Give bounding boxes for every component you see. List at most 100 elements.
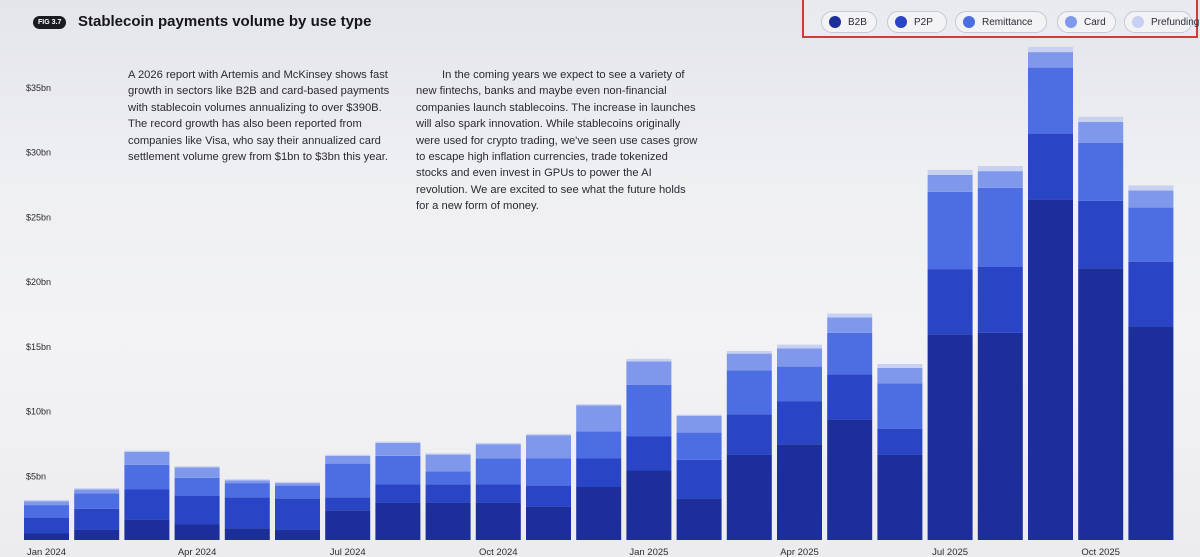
bar-segment-p2p xyxy=(1028,133,1073,200)
bar-segment-prefunding xyxy=(576,404,622,406)
bar-segment-p2p xyxy=(74,508,120,530)
bar-segment-prefunding xyxy=(726,351,772,354)
bar-segment-b2b xyxy=(676,498,722,540)
bar-segment-b2b xyxy=(626,470,672,540)
description-left: A 2026 report with Artemis and McKinsey … xyxy=(128,69,390,164)
bar-segment-card xyxy=(425,454,471,472)
bar-segment-p2p xyxy=(24,518,69,534)
bar-segment-prefunding xyxy=(124,450,170,452)
bar-segment-b2b xyxy=(977,332,1023,540)
x-tick-label: Oct 2025 xyxy=(1081,547,1120,557)
bar-segment-card xyxy=(325,455,371,464)
bar-segment-remittance xyxy=(1128,207,1174,262)
bar-segment-remittance xyxy=(475,458,521,485)
bar-segment-b2b xyxy=(124,519,170,540)
bar-segment-card xyxy=(1078,121,1124,143)
bar-segment-prefunding xyxy=(977,166,1023,172)
bar-segment-remittance xyxy=(977,188,1023,267)
bar-segment-card xyxy=(526,435,571,459)
x-tick-label: Oct 2024 xyxy=(479,547,518,557)
legend-item-remittance[interactable]: Remittance xyxy=(955,11,1047,33)
bar-segment-p2p xyxy=(475,484,521,503)
bar-segment-card xyxy=(927,175,973,192)
bar-segment-p2p xyxy=(124,489,170,520)
bar-segment-p2p xyxy=(726,414,772,455)
bar-segment-remittance xyxy=(425,471,471,485)
bar-segment-card xyxy=(375,442,421,456)
bar-segment-remittance xyxy=(325,463,371,498)
bar-segment-remittance xyxy=(526,458,571,486)
bar-segment-b2b xyxy=(375,502,421,540)
legend-label: Card xyxy=(1084,16,1106,28)
x-tick-label: Jul 2025 xyxy=(932,547,968,557)
legend-label: Prefunding xyxy=(1151,16,1200,28)
bar-segment-remittance xyxy=(676,432,722,460)
bar-segment-prefunding xyxy=(325,454,371,456)
bar-segment-card xyxy=(24,501,69,506)
bar-segment-remittance xyxy=(927,191,973,270)
bar-segment-b2b xyxy=(174,524,220,540)
y-tick-label: $5bn xyxy=(26,471,46,481)
bar-segment-card xyxy=(726,353,772,371)
bar-segment-p2p xyxy=(224,497,270,529)
bar-segment-prefunding xyxy=(777,344,822,349)
y-tick-label: $25bn xyxy=(26,212,51,222)
legend-swatch xyxy=(895,16,907,28)
x-tick-label: Apr 2024 xyxy=(178,547,217,557)
legend-swatch xyxy=(1132,16,1144,28)
legend-swatch xyxy=(1065,16,1077,28)
bar-segment-p2p xyxy=(827,374,873,420)
bar-segment-card xyxy=(224,480,270,484)
bar-segment-b2b xyxy=(74,529,120,540)
bar-segment-remittance xyxy=(827,332,873,375)
legend-item-p2p[interactable]: P2P xyxy=(887,11,947,33)
bar-segment-prefunding xyxy=(74,488,120,490)
bar-segment-b2b xyxy=(425,502,471,540)
bar-segment-remittance xyxy=(877,383,923,429)
bar-segment-remittance xyxy=(224,483,270,498)
legend-item-prefunding[interactable]: Prefunding xyxy=(1124,11,1199,33)
bar-segment-prefunding xyxy=(475,442,521,445)
bar-segment-b2b xyxy=(1128,326,1174,540)
bar-segment-prefunding xyxy=(676,414,722,416)
bar-segment-card xyxy=(275,483,320,486)
x-tick-label: Apr 2025 xyxy=(780,547,819,557)
bar-segment-card xyxy=(676,415,722,433)
bar-segment-p2p xyxy=(174,496,220,525)
legend: B2B P2P Remittance Card Prefunding xyxy=(802,0,1199,38)
bar-segment-p2p xyxy=(676,459,722,499)
legend-item-b2b[interactable]: B2B xyxy=(821,11,877,33)
bar-segment-b2b xyxy=(927,334,973,540)
bar-segment-card xyxy=(1128,190,1174,208)
bar-segment-prefunding xyxy=(425,453,471,455)
bar-segment-prefunding xyxy=(827,313,873,318)
bar-segment-card xyxy=(827,317,873,333)
figure-badge: FIG 3.7 xyxy=(33,16,67,29)
bar-segment-b2b xyxy=(24,533,69,540)
legend-item-card[interactable]: Card xyxy=(1057,11,1116,33)
bar-segment-remittance xyxy=(576,431,622,459)
y-tick-label: $30bn xyxy=(26,148,51,158)
legend-label: B2B xyxy=(848,16,867,28)
bar-segment-remittance xyxy=(726,370,772,415)
bar-segment-card xyxy=(74,489,120,494)
bar-segment-p2p xyxy=(1128,261,1174,327)
x-tick-label: Jan 2025 xyxy=(629,547,668,557)
bar-segment-b2b xyxy=(325,510,371,540)
bar-segment-prefunding xyxy=(626,358,672,362)
bar-segment-card xyxy=(626,361,672,385)
bar-segment-prefunding xyxy=(1028,46,1073,53)
bar-segment-card xyxy=(1028,52,1073,68)
bar-segment-p2p xyxy=(777,401,822,445)
bar-segment-b2b xyxy=(224,528,270,540)
bar-segment-remittance xyxy=(375,455,421,485)
chart-title: Stablecoin payments volume by use type xyxy=(78,13,372,30)
bar-segment-remittance xyxy=(777,366,822,402)
bar-segment-b2b xyxy=(1078,268,1124,540)
bar-segment-b2b xyxy=(726,454,772,540)
bar-segment-prefunding xyxy=(224,479,270,481)
bar-segment-b2b xyxy=(475,502,521,540)
bar-segment-remittance xyxy=(124,464,170,490)
bar-segment-b2b xyxy=(275,529,320,540)
